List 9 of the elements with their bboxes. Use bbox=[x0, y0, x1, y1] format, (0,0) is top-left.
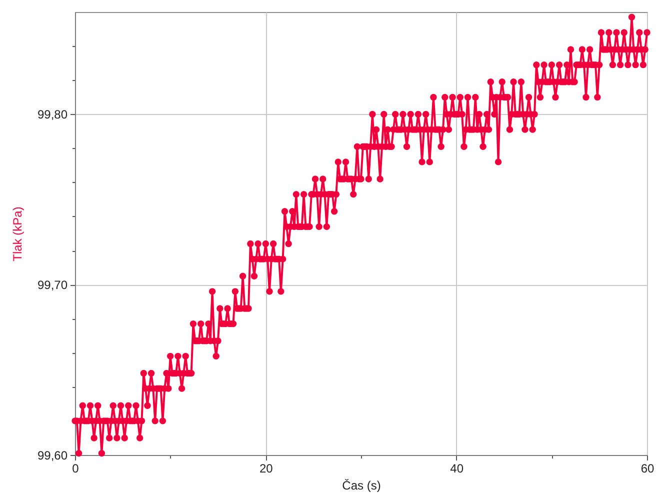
y-tick-label: 99,80 bbox=[37, 108, 68, 122]
x-tick-label: 40 bbox=[450, 462, 464, 476]
x-axis-title: Čas (s) bbox=[342, 478, 381, 492]
x-tick-label: 0 bbox=[72, 462, 80, 476]
x-tick-label: 60 bbox=[640, 462, 654, 476]
y-tick-label: 99,70 bbox=[37, 278, 68, 292]
y-axis-title: Tlak (kPa) bbox=[10, 206, 24, 262]
y-tick-label: 99,60 bbox=[37, 448, 68, 462]
x-tick-label: 20 bbox=[259, 462, 274, 476]
